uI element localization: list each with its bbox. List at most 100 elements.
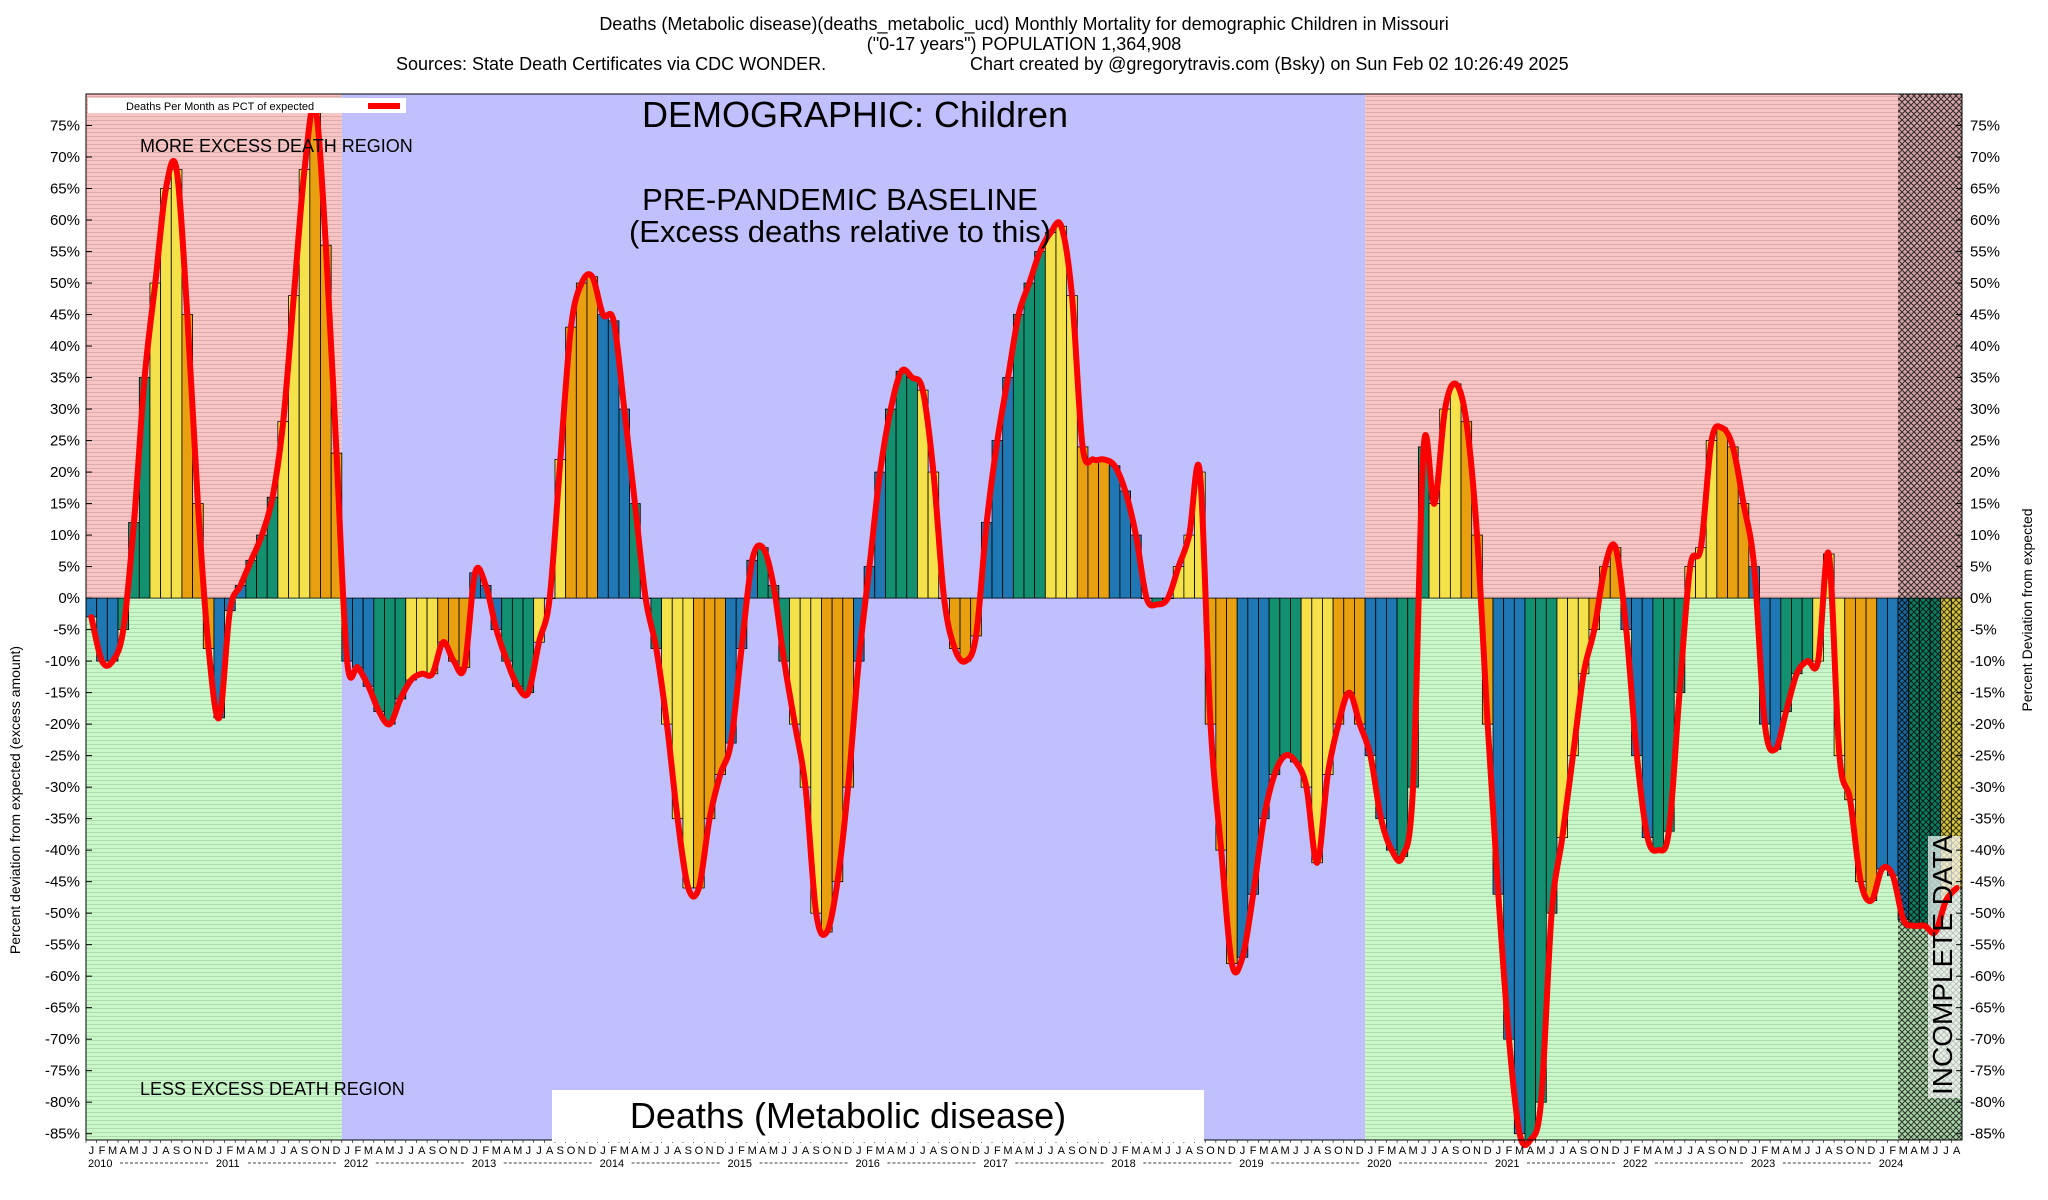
month-label-17: J: [270, 1145, 276, 1157]
month-label-121: F: [1378, 1145, 1385, 1157]
ytick-label-right-23: -40%: [1970, 842, 2005, 859]
ytick-label-left-3: 60%: [50, 212, 80, 229]
ytick-label-left-19: -20%: [45, 716, 80, 733]
ytick-label-right-15: 0%: [1970, 590, 1992, 607]
bar-161: [1801, 597, 1814, 662]
bar-82: [959, 597, 972, 662]
chart-title: Deaths (Metabolic disease)(deaths_metabo…: [599, 14, 1448, 35]
ytick-label-left-7: 40%: [50, 338, 80, 355]
ytick-label-right-24: -45%: [1970, 874, 2005, 891]
month-label-117: O: [1334, 1145, 1343, 1157]
ytick-label-left-30: -75%: [45, 1063, 80, 1080]
month-label-34: N: [450, 1145, 458, 1157]
month-label-43: A: [546, 1145, 554, 1157]
month-label-174: J: [1943, 1145, 1949, 1157]
ytick-label-right-10: 25%: [1970, 433, 2000, 450]
ytick-label-left-32: -85%: [45, 1126, 80, 1143]
line-layer: [88, 101, 1960, 1149]
month-label-75: A: [887, 1145, 895, 1157]
ytick-label-right-17: -10%: [1970, 653, 2005, 670]
month-label-134: M: [1515, 1145, 1524, 1157]
month-label-157: F: [1761, 1145, 1768, 1157]
bar-93: [1076, 446, 1089, 599]
month-label-6: J: [153, 1145, 159, 1157]
legend: Deaths Per Month as PCT of expected: [88, 98, 406, 113]
month-label-28: M: [385, 1145, 394, 1157]
ytick-label-left-0: 75%: [50, 118, 80, 135]
month-label-106: N: [1217, 1145, 1225, 1157]
month-label-38: M: [492, 1145, 501, 1157]
bar-90: [1044, 232, 1057, 599]
bar-46: [575, 282, 588, 599]
month-label-162: J: [1815, 1145, 1821, 1157]
ytick-label-left-14: 5%: [58, 559, 80, 576]
month-label-102: J: [1176, 1145, 1182, 1157]
month-label-83: D: [972, 1145, 980, 1157]
month-label-105: O: [1206, 1145, 1215, 1157]
bar-126: [1428, 503, 1441, 599]
year-label-2023: 2023: [1751, 1158, 1775, 1170]
bar-153: [1716, 427, 1728, 599]
bar-56: [682, 597, 694, 889]
month-label-169: F: [1889, 1145, 1896, 1157]
month-label-149: J: [1677, 1145, 1683, 1157]
bar-168: [1876, 597, 1888, 870]
bar-112: [1279, 597, 1291, 757]
month-label-114: J: [1304, 1145, 1310, 1157]
month-label-135: A: [1527, 1145, 1535, 1157]
ytick-label-right-11: 20%: [1970, 464, 2000, 481]
month-label-15: A: [248, 1145, 256, 1157]
month-label-5: J: [142, 1145, 148, 1157]
month-label-77: J: [909, 1145, 915, 1157]
month-label-108: J: [1240, 1145, 1246, 1157]
month-label-94: N: [1089, 1145, 1097, 1157]
ytick-label-right-31: -80%: [1970, 1094, 2005, 1111]
month-label-46: N: [578, 1145, 586, 1157]
year-label-2015: 2015: [728, 1158, 752, 1170]
month-label-101: J: [1165, 1145, 1171, 1157]
month-label-143: D: [1612, 1145, 1620, 1157]
month-label-51: A: [631, 1145, 639, 1157]
month-label-136: M: [1536, 1145, 1545, 1157]
month-label-27: A: [375, 1145, 383, 1157]
month-label-20: S: [301, 1145, 308, 1157]
month-label-4: M: [129, 1145, 138, 1157]
month-label-144: J: [1623, 1145, 1629, 1157]
axes: 75% 75% 70% 70% 65% 65% 60% 60% 55% 55% 50% 50% 45% 4…: [45, 118, 2005, 1170]
month-label-120: J: [1368, 1145, 1374, 1157]
ytick-label-right-9: 30%: [1970, 401, 2000, 418]
month-label-110: M: [1259, 1145, 1268, 1157]
bar-31: [416, 597, 428, 675]
bar-110: [1258, 597, 1270, 820]
month-label-166: N: [1857, 1145, 1865, 1157]
ytick-label-right-27: -60%: [1970, 968, 2005, 985]
month-label-161: J: [1805, 1145, 1811, 1157]
month-label-18: J: [280, 1145, 286, 1157]
bar-108: [1236, 597, 1249, 958]
ytick-label-left-1: 70%: [50, 149, 80, 166]
month-label-153: O: [1718, 1145, 1727, 1157]
month-label-11: D: [205, 1145, 213, 1157]
month-label-87: A: [1015, 1145, 1023, 1157]
month-label-165: O: [1846, 1145, 1855, 1157]
month-label-172: M: [1920, 1145, 1929, 1157]
month-label-91: A: [1058, 1145, 1066, 1157]
ytick-label-right-6: 45%: [1970, 307, 2000, 324]
month-label-141: O: [1590, 1145, 1599, 1157]
chart-sources: Sources: State Death Certificates via CD…: [396, 54, 826, 74]
month-label-123: A: [1399, 1145, 1407, 1157]
month-label-158: M: [1771, 1145, 1780, 1157]
bar-165: [1844, 597, 1856, 801]
incomplete-label-bg: [1928, 836, 1960, 1098]
ytick-label-left-2: 65%: [50, 181, 80, 198]
month-label-104: S: [1196, 1145, 1203, 1157]
ytick-label-right-2: 65%: [1970, 181, 2000, 198]
ytick-label-left-9: 30%: [50, 401, 80, 418]
month-label-37: F: [482, 1145, 489, 1157]
month-label-125: J: [1421, 1145, 1427, 1157]
month-label-67: A: [802, 1145, 810, 1157]
month-label-58: N: [706, 1145, 714, 1157]
month-label-40: M: [513, 1145, 522, 1157]
ytick-label-left-29: -70%: [45, 1031, 80, 1048]
month-label-90: J: [1048, 1145, 1054, 1157]
